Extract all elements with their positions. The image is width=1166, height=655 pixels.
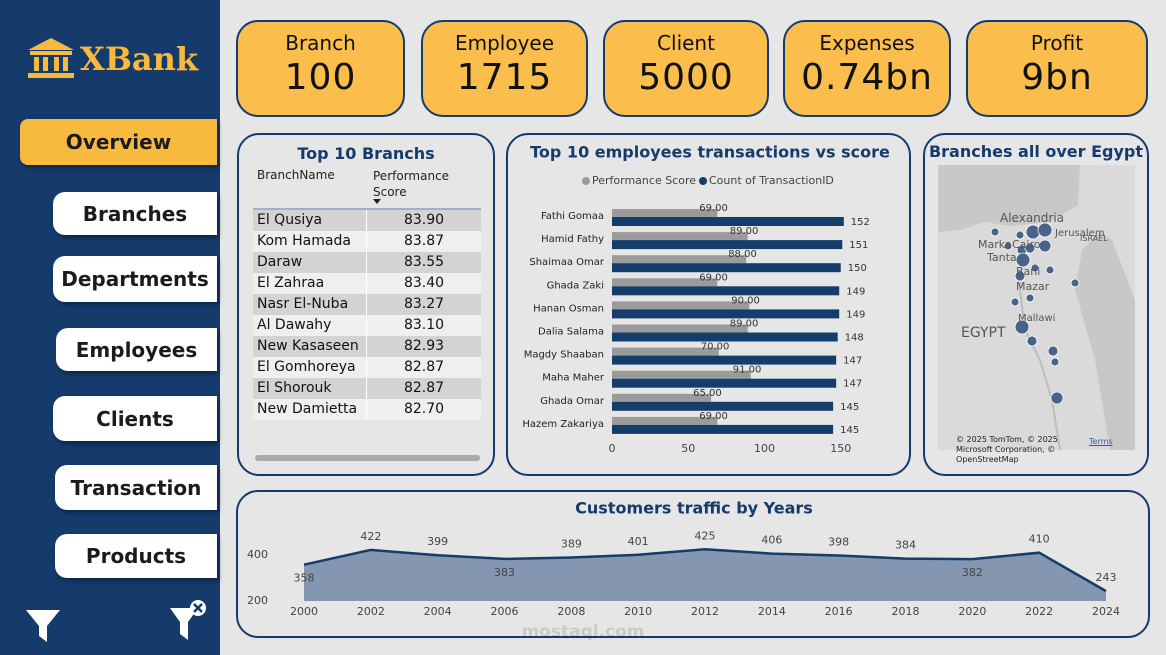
table-cell: 82.87 — [366, 357, 481, 378]
kpi-value: 0.74bn — [801, 57, 933, 98]
table-cell: 82.87 — [366, 378, 481, 399]
table-cell: Al Dawahy — [257, 317, 332, 333]
kpi-label: Expenses — [819, 31, 915, 55]
table-cell: El Zahraa — [257, 275, 325, 291]
table-row: New Kasaseen 82.93 — [253, 336, 481, 357]
map-attribution: © 2025 TomTom, © 2025 Microsoft Corporat… — [956, 435, 1058, 464]
table-cell: El Shorouk — [257, 380, 332, 396]
kpi-value: 9bn — [1021, 57, 1093, 98]
table-row: Al Dawahy 83.10 — [253, 315, 481, 336]
nav-button[interactable]: Branches — [53, 192, 217, 235]
map-panel: Branches all over Egypt — [923, 133, 1149, 476]
table-cell: 83.87 — [366, 231, 481, 252]
table-row: El Shorouk 82.87 — [253, 378, 481, 399]
table-body: El Qusiya 83.90 Kom Hamada 83.87 Daraw 83.55 E… — [253, 208, 481, 420]
nav-button[interactable]: Transaction — [55, 465, 217, 510]
kpi-value: 1715 — [456, 57, 553, 98]
kpi-card: Employee 1715 — [421, 20, 588, 117]
filter-icon[interactable] — [24, 608, 64, 644]
bar-chart-panel — [506, 133, 911, 476]
table-cell: New Damietta — [257, 401, 358, 417]
kpi-label: Branch — [285, 31, 356, 55]
table-row: Kom Hamada 83.87 — [253, 231, 481, 252]
table-row: Nasr El-Nuba 83.27 — [253, 294, 481, 315]
kpi-card: Expenses 0.74bn — [783, 20, 951, 117]
table-cell: El Gomhoreya — [257, 359, 356, 375]
table-cell: 82.93 — [366, 336, 481, 357]
table-cell: 83.40 — [366, 273, 481, 294]
kpi-value: 100 — [284, 57, 357, 98]
table-cell: 83.27 — [366, 294, 481, 315]
kpi-card: Profit 9bn — [966, 20, 1148, 117]
column-header: Performance Score — [373, 169, 450, 199]
nav-button[interactable]: Products — [55, 534, 217, 578]
table-cell: 82.70 — [366, 399, 481, 420]
sidebar: XBank Overview Branches Departments Employe… — [0, 0, 220, 655]
table-cell: Kom Hamada — [257, 233, 351, 249]
table-title: Top 10 Branchs — [297, 144, 435, 163]
table-cell: Daraw — [257, 254, 303, 270]
kpi-value: 5000 — [638, 57, 734, 98]
table-cell: 83.10 — [366, 315, 481, 336]
nav-button[interactable]: Employees — [56, 328, 217, 371]
sort-indicator — [373, 199, 381, 204]
table-row: El Zahraa 83.40 — [253, 273, 481, 294]
table-panel: Top 10 Branchs BranchName Performance Scor… — [237, 133, 495, 476]
map-title: Branches all over Egypt — [928, 142, 1144, 161]
table-cell: New Kasaseen — [257, 338, 359, 354]
map-terms[interactable]: Terms — [1089, 437, 1113, 446]
bank-logo-icon — [28, 38, 74, 78]
table-row: Daraw 83.55 — [253, 252, 481, 273]
table-cell: El Qusiya — [257, 212, 323, 228]
table-cell: Nasr El-Nuba — [257, 296, 349, 312]
column-header: BranchName — [257, 168, 335, 182]
table-row: El Gomhoreya 82.87 — [253, 357, 481, 378]
line-chart-panel — [236, 490, 1150, 638]
nav-button[interactable]: Departments — [53, 256, 217, 302]
nav-button[interactable]: Clients — [53, 396, 217, 441]
clear-filter-icon[interactable] — [168, 598, 210, 642]
nav-button[interactable]: Overview — [20, 119, 217, 165]
kpi-label: Client — [657, 31, 715, 55]
kpi-card: Client 5000 — [603, 20, 769, 117]
kpi-label: Profit — [1030, 31, 1084, 55]
table-row: El Qusiya 83.90 — [253, 210, 481, 231]
kpi-card: Branch 100 — [236, 20, 405, 117]
table-row: New Damietta 82.70 — [253, 399, 481, 420]
table-cell: 83.90 — [366, 210, 481, 231]
kpi-label: Employee — [454, 31, 555, 55]
table-cell: 83.55 — [366, 252, 481, 273]
logo-text: XBank — [80, 40, 199, 78]
scrollbar — [255, 455, 480, 461]
